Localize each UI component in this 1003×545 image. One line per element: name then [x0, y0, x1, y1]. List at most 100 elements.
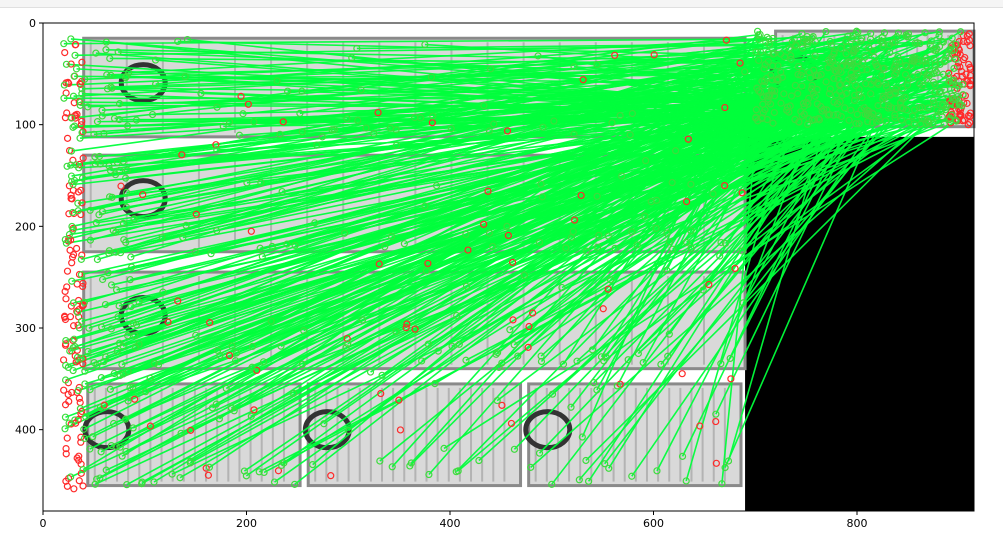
- keypoint-matched: [879, 95, 887, 103]
- keypoint-matched: [289, 389, 298, 397]
- keypoint-matched: [421, 40, 429, 49]
- keypoint-matched: [135, 298, 143, 306]
- keypoint-matched: [67, 114, 76, 122]
- keypoint-matched: [721, 239, 730, 248]
- keypoint-matched: [763, 33, 771, 41]
- keypoint-matched: [921, 57, 930, 65]
- keypoint-matched: [718, 480, 726, 488]
- keypoint-matched: [311, 219, 319, 227]
- keypoint-matched: [181, 73, 189, 81]
- keypoint-matched: [122, 447, 130, 456]
- keypoint-matched: [841, 104, 849, 112]
- keypoint-matched: [842, 50, 850, 58]
- keypoint-unmatched: [174, 297, 182, 305]
- keypoint-matched: [597, 353, 606, 361]
- keypoint-matched: [76, 101, 84, 109]
- keypoint-matched: [945, 54, 953, 62]
- keypoint-matched: [940, 58, 949, 66]
- keypoint-matched: [102, 38, 110, 46]
- keypoint-matched: [896, 58, 904, 66]
- keypoint-matched: [73, 353, 82, 361]
- axes-frame: [42, 22, 975, 512]
- keypoint-matched: [947, 42, 956, 50]
- keypoint-matched: [808, 81, 816, 90]
- keypoint-matched: [853, 110, 861, 118]
- match-line: [553, 51, 854, 122]
- keypoint-matched: [847, 69, 855, 77]
- keypoint-matched: [665, 238, 673, 246]
- keypoint-matched: [590, 379, 598, 387]
- keypoint-matched: [485, 229, 493, 237]
- keypoint-matched: [803, 120, 812, 128]
- keypoint-matched: [787, 55, 795, 63]
- keypoint-matched: [854, 28, 862, 36]
- keypoint-unmatched: [77, 469, 85, 477]
- keypoint-matched: [69, 299, 78, 307]
- keypoint-matched: [756, 30, 764, 39]
- keypoint-matched: [348, 54, 356, 62]
- keypoint-matched: [945, 116, 953, 124]
- keypoint-matched: [65, 419, 73, 427]
- keypoint-matched: [100, 129, 108, 138]
- keypoint-matched: [330, 125, 339, 134]
- keypoints-layer: [59, 27, 975, 493]
- keypoint-matched: [69, 92, 78, 100]
- keypoint-matched: [896, 99, 905, 107]
- keypoint-matched: [892, 85, 900, 93]
- keypoint-matched: [353, 44, 361, 53]
- keypoint-matched: [842, 80, 851, 88]
- panel-stripe: [936, 35, 939, 123]
- keypoint-matched: [429, 112, 437, 120]
- panel-stripe: [403, 387, 406, 482]
- keypoint-unmatched: [705, 280, 713, 289]
- keypoint-unmatched: [75, 160, 84, 168]
- keypoint-unmatched: [503, 127, 512, 135]
- keypoint-unmatched: [73, 307, 81, 315]
- keypoint-matched: [952, 40, 960, 48]
- keypoint-matched: [870, 53, 878, 61]
- keypoint-matched: [892, 58, 900, 66]
- keypoint-matched: [99, 275, 107, 284]
- keypoint-matched: [933, 106, 941, 114]
- match-line: [99, 78, 839, 158]
- keypoint-unmatched: [71, 112, 79, 120]
- keypoint-matched: [752, 106, 760, 114]
- keypoint-matched: [69, 208, 77, 217]
- keypoint-matched: [129, 424, 137, 432]
- keypoint-matched: [831, 63, 839, 71]
- keypoint-unmatched: [65, 79, 73, 88]
- keypoint-matched: [890, 64, 898, 72]
- x-tick-label: 0: [40, 517, 47, 530]
- keypoint-matched: [74, 199, 82, 207]
- keypoint-matched: [276, 130, 284, 139]
- keypoint-matched: [797, 71, 805, 79]
- keypoint-matched: [407, 459, 415, 467]
- keypoint-matched: [277, 342, 285, 350]
- keypoint-matched: [608, 119, 616, 127]
- keypoint-unmatched: [274, 467, 283, 475]
- keypoint-unmatched: [650, 51, 658, 59]
- keypoint-matched: [112, 248, 120, 256]
- keypoint-unmatched: [684, 135, 692, 143]
- keypoint-matched: [84, 347, 92, 356]
- keypoint-matched: [810, 116, 819, 124]
- match-line: [596, 51, 756, 66]
- keypoint-matched: [514, 352, 522, 360]
- keypoint-matched: [177, 429, 185, 437]
- keypoint-matched: [839, 61, 847, 70]
- keypoint-matched: [490, 120, 498, 128]
- keypoint-matched: [926, 41, 934, 49]
- keypoint-matched: [616, 111, 624, 120]
- keypoint-matched: [851, 91, 859, 99]
- keypoint-matched: [570, 63, 578, 71]
- keypoint-matched: [870, 77, 878, 85]
- panel-stripe: [679, 387, 682, 482]
- y-tick-label: 400: [15, 424, 36, 437]
- keypoint-unmatched: [61, 48, 69, 57]
- keypoint-unmatched: [79, 128, 87, 136]
- keypoint-unmatched: [63, 482, 71, 490]
- panel-stripe: [594, 276, 597, 365]
- keypoint-matched: [110, 114, 119, 123]
- keypoint-matched: [791, 42, 799, 50]
- keypoint-matched: [881, 93, 889, 102]
